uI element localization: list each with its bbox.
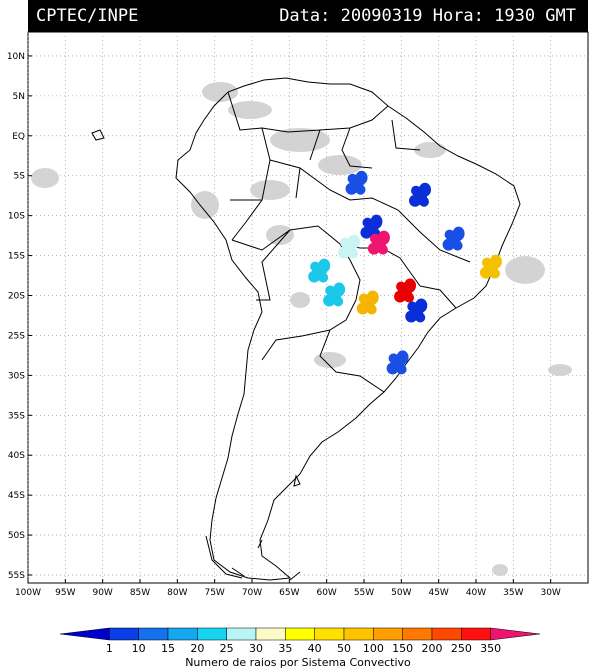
legend-title: Numero de raios por Sistema Convectivo (185, 656, 411, 669)
convective-system (308, 258, 331, 283)
lat-tick-label: 20S (8, 292, 25, 302)
lat-tick-label: 5N (13, 92, 25, 102)
lightning-legend: 1 10 15 20 25 30 35 40 50 100 150 200 250 350 (59, 627, 541, 655)
legend-swatch (285, 627, 315, 641)
legend-label: 20 (190, 642, 204, 655)
agency-label: CPTEC/INPE (36, 6, 139, 26)
lat-tick-label: 55S (8, 571, 25, 581)
legend-label: 250 (451, 642, 472, 655)
legend-swatch (402, 627, 433, 641)
cloud-cover (31, 82, 572, 576)
country-borders (91, 77, 521, 581)
convective-system (386, 350, 409, 375)
map-frame (27, 31, 589, 584)
lat-tick-label: 10S (8, 212, 25, 222)
convective-system (405, 298, 428, 323)
lat-tick-label: 30S (8, 371, 25, 381)
convective-system (367, 230, 390, 255)
legend-label: 15 (161, 642, 175, 655)
legend-label: 30 (249, 642, 263, 655)
south-america-coastline (175, 77, 521, 581)
lon-tick-label: 95W (55, 588, 75, 598)
convective-system (323, 282, 346, 307)
lat-tick-label: 10N (7, 52, 25, 62)
legend-swatch (59, 627, 110, 641)
legend-swatch (431, 627, 462, 641)
lat-tick-label: 40S (8, 451, 25, 461)
lat-tick-label: EQ (12, 132, 25, 142)
map-header: CPTEC/INPE Data: 20090319 Hora: 1930 GMT (28, 0, 588, 32)
legend-label: 50 (337, 642, 351, 655)
lon-tick-label: 55W (354, 588, 374, 598)
lon-tick-label: 35W (503, 588, 523, 598)
legend-label: 350 (480, 642, 501, 655)
convective-system (409, 182, 431, 207)
south-cone-islands (205, 474, 301, 581)
lon-tick-label: 75W (204, 588, 224, 598)
legend-label: 10 (132, 642, 146, 655)
datetime-label: Data: 20090319 Hora: 1930 GMT (279, 6, 576, 26)
lon-tick-label: 90W (92, 588, 112, 598)
legend-swatch (109, 627, 139, 641)
legend-swatch (138, 627, 169, 641)
lon-tick-label: 45W (428, 588, 448, 598)
legend-label: 25 (220, 642, 234, 655)
convective-system (356, 290, 379, 315)
legend-swatch (197, 627, 227, 641)
legend-swatch (314, 627, 345, 641)
legend-swatch (373, 627, 403, 641)
axis-ticks: 10N 5N EQ 5S 10S 15S 20S 25S 30S 35S 40S 45S 50S 55S 1… (7, 52, 561, 598)
lon-tick-label: 60W (316, 588, 336, 598)
lon-tick-label: 30W (540, 588, 560, 598)
lat-tick-label: 15S (8, 252, 25, 262)
lon-tick-label: 70W (242, 588, 262, 598)
legend-swatch (255, 627, 286, 641)
lat-tick-label: 50S (8, 531, 25, 541)
convective-system (394, 278, 417, 303)
galapagos-islands (91, 129, 105, 141)
lat-tick-label: 25S (8, 331, 25, 341)
lat-tick-label: 35S (8, 411, 25, 421)
convective-system (442, 226, 465, 251)
lon-tick-label: 50W (391, 588, 411, 598)
lon-tick-label: 40W (466, 588, 486, 598)
legend-label: 150 (392, 642, 413, 655)
legend-label: 35 (278, 642, 292, 655)
convective-system (345, 170, 368, 195)
legend-swatch (167, 627, 198, 641)
legend-label: 1 (106, 642, 113, 655)
legend-swatch (343, 627, 374, 641)
legend-swatch (490, 627, 541, 641)
legend-swatch (461, 627, 491, 641)
legend-label: 100 (363, 642, 384, 655)
lon-tick-label: 80W (167, 588, 187, 598)
convective-system (479, 254, 502, 279)
convective-system (338, 234, 361, 259)
legend-swatch (226, 627, 257, 641)
convective-systems (308, 170, 502, 375)
legend-label: 40 (308, 642, 322, 655)
lat-tick-label: 45S (8, 491, 25, 501)
legend-label: 200 (422, 642, 443, 655)
lon-tick-label: 65W (279, 588, 299, 598)
lat-tick-label: 5S (14, 172, 26, 182)
lon-tick-label: 100W (15, 588, 41, 598)
lon-tick-label: 85W (130, 588, 150, 598)
